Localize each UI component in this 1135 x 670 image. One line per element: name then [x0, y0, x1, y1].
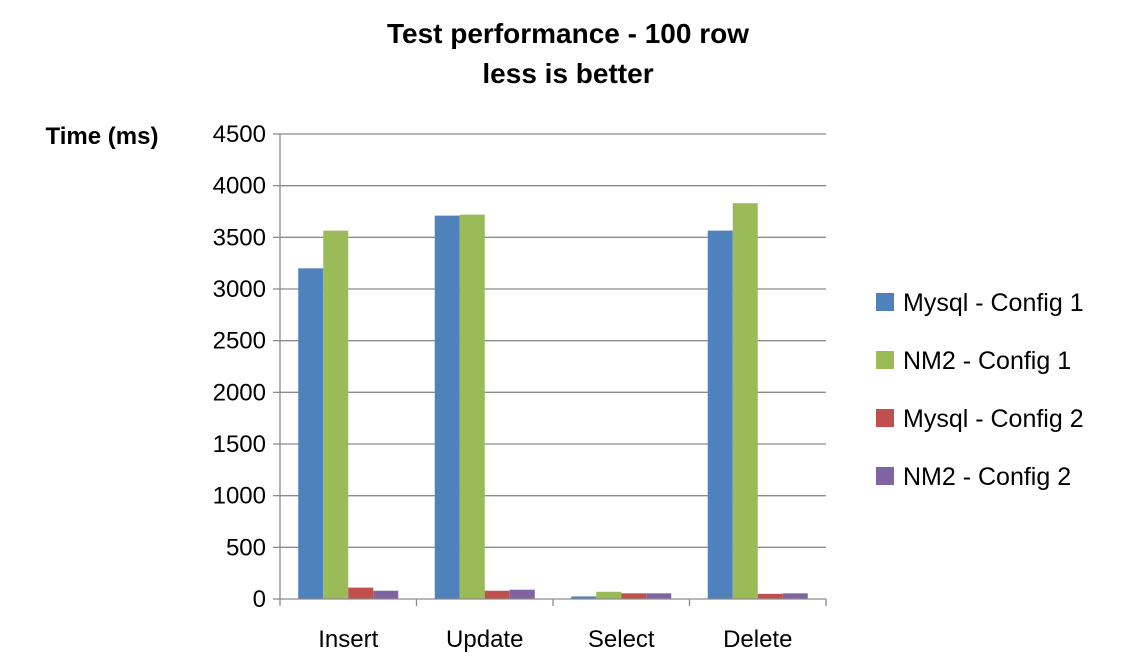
- legend-swatch: [876, 351, 894, 369]
- legend: Mysql - Config 1 NM2 - Config 1 Mysql - Co…: [876, 289, 1084, 491]
- gridlines: [280, 133, 826, 548]
- y-tick-label: 2500: [213, 328, 266, 355]
- bar: [298, 268, 324, 599]
- chart-title-line-2: less is better: [482, 58, 653, 89]
- bar: [757, 593, 783, 599]
- bar: [621, 593, 647, 599]
- y-tick-label: 4500: [213, 121, 266, 148]
- bar: [707, 230, 733, 599]
- bar: [596, 591, 622, 599]
- bar: [348, 587, 374, 599]
- y-tick-label: 4000: [213, 173, 266, 200]
- x-tick-label: Select: [588, 626, 655, 653]
- legend-label: NM2 - Config 2: [903, 463, 1071, 491]
- chart-title-line-1: Test performance - 100 row: [387, 18, 749, 49]
- bar: [323, 230, 349, 599]
- bar: [571, 596, 597, 599]
- y-tick-label: 500: [226, 534, 266, 561]
- legend-swatch: [876, 293, 894, 311]
- bar: [434, 215, 460, 599]
- legend-swatch: [876, 409, 894, 427]
- legend-label: Mysql - Config 1: [903, 289, 1084, 317]
- bar: [484, 590, 510, 599]
- y-tick-label: 3000: [213, 276, 266, 303]
- chart-title: Test performance - 100 row less is bette…: [387, 18, 749, 89]
- bar: [459, 214, 485, 599]
- bar: [732, 203, 758, 599]
- y-tick-label: 1000: [213, 483, 266, 510]
- x-tick-label: Insert: [318, 626, 378, 653]
- bar: [646, 593, 672, 599]
- y-axis-label: Time (ms): [46, 123, 159, 150]
- tick-labels: 0 500 1000 1500 2000 2500 3000 3500 4000 4500 Inse…: [213, 121, 793, 653]
- legend-swatch: [876, 467, 894, 485]
- y-tick-label: 0: [253, 586, 266, 613]
- x-tick-label: Delete: [723, 626, 792, 653]
- bars: [298, 203, 808, 599]
- y-tick-label: 2000: [213, 379, 266, 406]
- y-tick-label: 1500: [213, 431, 266, 458]
- x-tick-label: Update: [446, 626, 523, 653]
- y-tick-label: 3500: [213, 224, 266, 251]
- axes: [273, 133, 827, 606]
- bar: [782, 593, 808, 599]
- legend-label: Mysql - Config 2: [903, 405, 1084, 433]
- bar: [373, 590, 399, 599]
- bar: [509, 589, 535, 599]
- legend-label: NM2 - Config 1: [903, 347, 1071, 375]
